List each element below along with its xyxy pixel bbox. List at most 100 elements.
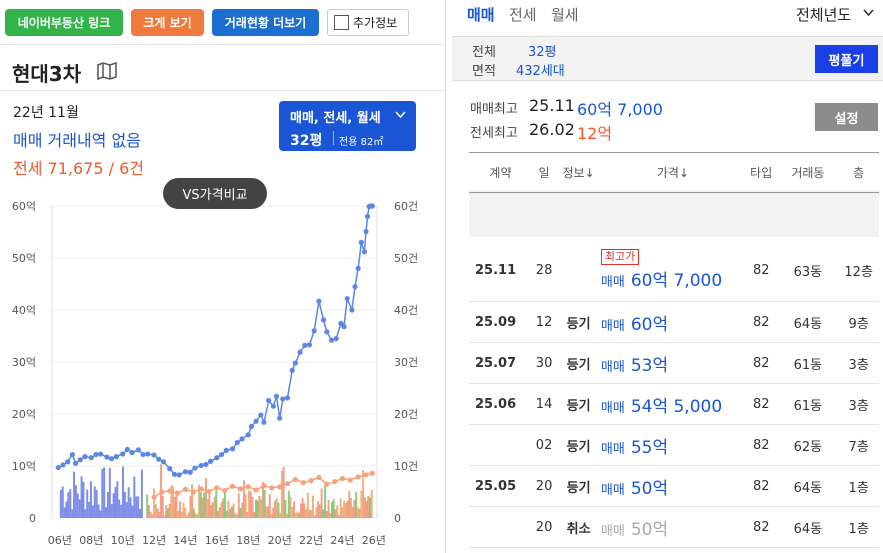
table-row[interactable]: 20 취소 매매 50억 82 64동 1층	[469, 506, 879, 548]
volume-bar	[67, 492, 70, 518]
price-kind: 매매	[600, 318, 625, 334]
y2-tick-label: 60건	[394, 200, 418, 213]
volume-bar	[274, 500, 277, 518]
data-point	[248, 423, 254, 430]
volume-bar	[185, 515, 188, 518]
cell-floor: 1층	[838, 465, 879, 507]
price-kind: 매매	[600, 441, 625, 457]
data-point	[333, 336, 339, 342]
data-point	[218, 451, 225, 458]
volume-bar	[253, 511, 256, 518]
data-point	[135, 447, 141, 453]
volume-bar	[317, 501, 320, 518]
cell-date: 25.09	[469, 301, 532, 343]
volume-bar	[76, 493, 79, 518]
map-icon[interactable]	[97, 62, 117, 80]
data-point	[316, 298, 322, 304]
price-value: 55억	[630, 437, 669, 458]
table-row[interactable]: 25.06 14 등기 매매 54억 5,000 82 61동 3층	[469, 383, 879, 425]
volume-bar	[329, 513, 332, 518]
col-type[interactable]: 타입	[744, 152, 778, 193]
col-info[interactable]: 정보↓	[556, 152, 601, 193]
data-point	[167, 466, 173, 472]
data-point	[352, 284, 358, 290]
volume-bar	[293, 501, 296, 518]
y2-tick-label: 20건	[394, 408, 418, 421]
y-tick-label: 20억	[12, 408, 36, 421]
cell-info: 등기	[556, 424, 601, 466]
data-point	[214, 485, 220, 491]
transaction-table: 계약 일 정보↓ 가격↓ 타입 거래동 층 25.11 28 최고가 매매 60억 7,…	[469, 152, 879, 548]
col-dong[interactable]: 거래동	[777, 152, 839, 193]
cell-dong: 64동	[777, 301, 839, 343]
trade-types-label: 매매, 전세, 월세	[290, 111, 381, 126]
summary-month: 22년 11월	[13, 105, 79, 121]
table-row[interactable]: 25.07 30 등기 매매 53억 82 61동 3층	[469, 342, 879, 384]
volume-bar	[287, 490, 290, 518]
complex-title: 현대3차	[12, 62, 82, 86]
big-view-button[interactable]: 크게 보기	[131, 9, 204, 36]
volume-bar	[177, 511, 180, 518]
data-point	[316, 474, 322, 481]
col-price[interactable]: 가격↓	[600, 152, 745, 193]
data-point	[363, 472, 369, 478]
cell-type: 82	[744, 239, 778, 302]
volume-bar	[180, 511, 183, 518]
tab-monthly[interactable]: 월세	[551, 6, 579, 24]
cell-info: 등기	[556, 383, 601, 425]
checkbox-box[interactable]	[334, 15, 349, 30]
volume-bar	[220, 502, 223, 518]
data-point	[198, 486, 204, 492]
data-point	[355, 265, 361, 271]
volume-bar	[63, 507, 66, 518]
volume-bar	[203, 492, 206, 518]
volume-bar	[265, 506, 268, 518]
data-point	[182, 469, 189, 475]
cell-price: 매매 50억	[600, 506, 745, 548]
chevron-down-icon[interactable]	[863, 9, 874, 17]
trade-type-selector[interactable]: 매매, 전세, 월세 32평 전용 82㎡	[279, 101, 416, 151]
period-select[interactable]: 전체년도	[796, 6, 852, 24]
table-row[interactable]: 25.05 20 등기 매매 50억 82 64동 1층	[469, 465, 879, 507]
trade-status-more-button[interactable]: 거래현황 더보기	[212, 9, 319, 36]
volume-bar	[236, 514, 239, 518]
tab-jeonse[interactable]: 전세	[509, 6, 537, 24]
volume-bar	[225, 510, 228, 518]
data-point	[156, 456, 162, 462]
volume-bar	[337, 515, 340, 518]
y2-tick-label: 50건	[394, 252, 418, 265]
data-point	[258, 412, 264, 418]
data-point	[69, 451, 76, 458]
vs-compare-button[interactable]: VS가격비교	[163, 178, 267, 209]
data-point	[167, 488, 173, 494]
cell-floor: 9층	[838, 301, 879, 343]
volume-bar	[268, 494, 271, 518]
volume-bar	[125, 501, 128, 518]
cell-day: 12	[531, 301, 557, 343]
data-point	[72, 460, 79, 466]
col-day[interactable]: 일	[531, 152, 557, 193]
data-point	[207, 458, 214, 464]
col-contract[interactable]: 계약	[469, 152, 532, 193]
data-point	[245, 432, 251, 438]
table-row[interactable]: 02 등기 매매 55억 82 62동 7층	[469, 424, 879, 466]
pyeong-button[interactable]: 평풀기	[815, 45, 878, 73]
volume-bar	[196, 514, 199, 518]
table-row[interactable]: 25.11 28 최고가 매매 60억 7,000 82 63동 12층	[469, 239, 879, 302]
area-size[interactable]: 32평	[528, 45, 557, 60]
price-value: 54억 5,000	[630, 396, 723, 417]
table-row[interactable]: 25.09 12 등기 매매 60억 82 64동 9층	[469, 301, 879, 343]
cell-price: 매매 55억	[600, 424, 745, 466]
volume-bar	[123, 491, 126, 518]
cell-day: 28	[531, 239, 557, 302]
col-floor[interactable]: 층	[838, 152, 879, 193]
area-households[interactable]: 432세대	[516, 64, 565, 79]
naver-realestate-link-button[interactable]: 네이버부동산 링크	[5, 9, 123, 36]
highest-price-badge: 최고가	[600, 249, 640, 265]
tab-sale[interactable]: 매매	[467, 6, 495, 24]
extra-info-checkbox[interactable]: 추가정보	[327, 9, 409, 36]
volume-bar	[133, 476, 136, 518]
volume-bar	[114, 487, 117, 518]
settings-button[interactable]: 설정	[815, 103, 878, 131]
cell-type: 82	[744, 506, 778, 548]
